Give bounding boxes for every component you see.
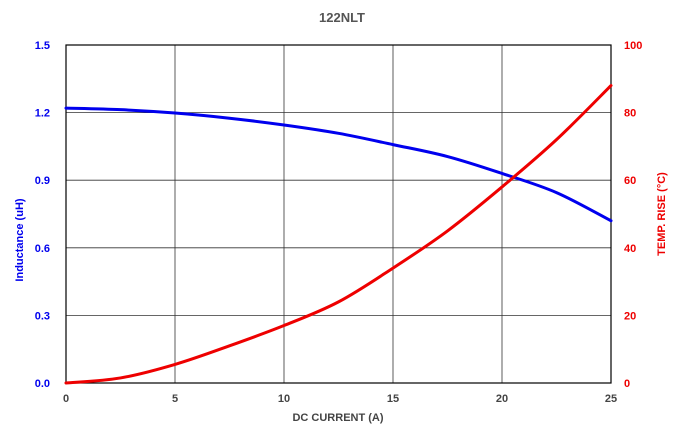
right-axis-label: TEMP. RISE (°C) [656, 172, 668, 256]
x-tick-label: 20 [496, 393, 508, 405]
left-tick-label: 1.5 [35, 40, 50, 52]
right-tick-label: 0 [624, 378, 630, 390]
left-tick-label: 0.3 [35, 310, 50, 322]
series-layer [64, 84, 613, 385]
left-tick-label: 0.0 [35, 378, 50, 390]
plot-frame [65, 44, 612, 384]
x-tick-label: 25 [605, 393, 617, 405]
right-tick-label: 80 [624, 108, 636, 120]
x-axis-ticks: 0 5 10 15 20 25 [63, 393, 617, 405]
left-axis-ticks: 0.0 0.3 0.6 0.9 1.2 1.5 [35, 40, 50, 390]
x-axis-label: DC CURRENT (A) [292, 412, 383, 424]
x-tick-label: 5 [172, 393, 178, 405]
temp-rise-line [64, 84, 613, 385]
right-tick-label: 60 [624, 175, 636, 187]
left-tick-label: 0.6 [35, 243, 50, 255]
left-axis-label: Inductance (uH) [14, 198, 26, 281]
chart-title: 122NLT [319, 10, 365, 25]
right-tick-label: 40 [624, 243, 636, 255]
x-tick-label: 10 [278, 393, 290, 405]
x-tick-label: 15 [387, 393, 399, 405]
x-tick-label: 0 [63, 393, 69, 405]
left-tick-label: 1.2 [35, 108, 50, 120]
inductance-line [64, 106, 613, 223]
grid [66, 45, 611, 383]
right-tick-label: 20 [624, 310, 636, 322]
left-tick-label: 0.9 [35, 175, 50, 187]
right-axis-ticks: 0 20 40 60 80 100 [624, 40, 642, 390]
right-tick-label: 100 [624, 40, 642, 52]
